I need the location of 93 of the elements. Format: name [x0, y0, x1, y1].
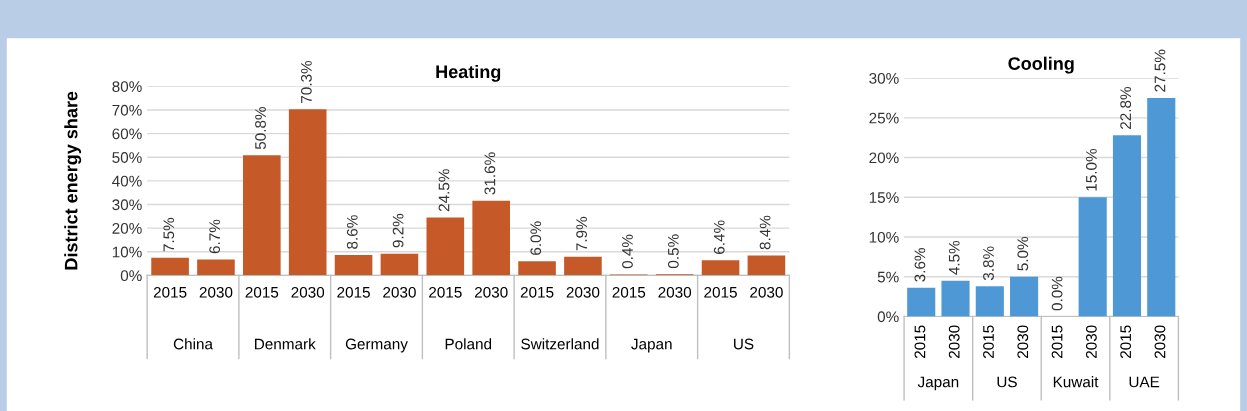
x-tick-label: 2015: [153, 286, 187, 298]
data-label: 4.5%: [948, 240, 960, 275]
y-tick-label: 5%: [877, 271, 899, 283]
text: US: [734, 338, 754, 350]
bar: [288, 109, 327, 276]
text: China: [173, 338, 213, 350]
text: Japan: [917, 376, 959, 391]
text: Germany: [345, 338, 408, 353]
y-tick-label: 30%: [869, 72, 899, 84]
y-tick-label: 60%: [112, 128, 142, 140]
y-tick-label: 30%: [112, 199, 142, 211]
x-tick-label: 2030: [291, 286, 325, 298]
x-tick-label: 2015: [429, 286, 462, 298]
x-tick-label: 2030: [750, 286, 783, 298]
x-tick-label: 2030: [1085, 325, 1097, 359]
text: Kuwait: [1053, 376, 1099, 388]
x-tick-label: 2015: [983, 325, 994, 359]
data-label: 3.8%: [983, 246, 994, 281]
x-tick-label: 2030: [566, 286, 600, 298]
data-label: 0.0%: [1051, 276, 1063, 311]
data-label: 27.5%: [1154, 49, 1166, 92]
text: US: [997, 376, 1017, 388]
bar: [197, 259, 235, 276]
y-axis-title: District energy share: [64, 91, 82, 270]
x-tick-label: 2030: [658, 286, 692, 298]
data-label: 6.7%: [209, 219, 221, 254]
data-label: 70.3%: [300, 60, 312, 103]
y-tick-label: 20%: [869, 152, 899, 164]
x-tick-label: 2030: [383, 286, 416, 298]
bar: [975, 286, 1004, 317]
x-tick-label: 2015: [914, 325, 926, 359]
y-tick-label: 15%: [869, 192, 899, 203]
text: Switzerland: [521, 338, 599, 350]
y-tick-label: 10%: [112, 246, 142, 258]
bar: [941, 280, 970, 317]
data-label: 50.8%: [255, 106, 266, 150]
x-tick-label: 2030: [1154, 325, 1166, 359]
y-tick-label: 10%: [869, 231, 899, 243]
data-label: 8.6%: [346, 215, 358, 249]
bar: [1112, 135, 1142, 317]
x-tick-label: 2030: [948, 325, 960, 359]
y-tick-label: 0%: [877, 311, 899, 323]
bar: [151, 257, 189, 276]
x-tick-label: 2015: [704, 286, 737, 298]
data-label: 22.8%: [1120, 86, 1132, 129]
bar: [426, 217, 465, 276]
x-tick-label: 2030: [199, 286, 233, 298]
y-tick-label: 20%: [112, 222, 142, 234]
bar: [243, 155, 281, 276]
data-label: 6.4%: [713, 220, 725, 254]
text: Denmark: [255, 338, 316, 350]
x-tick-label: 2015: [245, 286, 279, 298]
y-tick-label: 25%: [869, 112, 899, 124]
x-tick-label: 2030: [474, 286, 508, 298]
bar: [380, 253, 419, 276]
x-tick-label: 2015: [1120, 325, 1132, 359]
data-label: 6.0%: [530, 221, 542, 255]
data-label: 7.5%: [163, 217, 175, 252]
x-tick-label: 2030: [1017, 325, 1029, 359]
bar: [1078, 197, 1107, 317]
data-label: 8.4%: [759, 215, 771, 250]
x-tick-label: 2015: [1051, 325, 1063, 359]
data-label: 0.5%: [667, 234, 679, 269]
data-label: 9.2%: [392, 213, 404, 248]
text: Japan: [631, 338, 672, 353]
x-tick-label: 2015: [520, 286, 554, 298]
data-label: 0.4%: [622, 234, 633, 269]
text: Poland: [445, 338, 492, 350]
bar: [907, 287, 936, 317]
bar: [1010, 276, 1039, 317]
data-label: 24.5%: [438, 169, 450, 212]
text: UAE: [1129, 376, 1160, 388]
data-label: 31.6%: [484, 152, 496, 195]
chart-title: Heating: [436, 64, 501, 82]
y-tick-label: 80%: [112, 81, 142, 92]
y-tick-label: 70%: [112, 104, 142, 116]
data-label: 15.0%: [1085, 148, 1097, 191]
bar: [564, 256, 602, 276]
bar: [334, 255, 373, 276]
x-tick-label: 2015: [337, 286, 370, 298]
data-label: 3.6%: [914, 248, 926, 282]
bar: [1147, 97, 1176, 317]
bar: [518, 261, 556, 276]
chart-title: Cooling: [1008, 56, 1074, 74]
bar: [472, 200, 510, 276]
x-tick-label: 2015: [612, 286, 646, 298]
y-tick-label: 40%: [112, 175, 142, 187]
bar: [701, 260, 740, 276]
y-tick-label: 0%: [120, 270, 142, 282]
y-tick-label: 50%: [112, 152, 142, 163]
data-label: 5.0%: [1017, 236, 1029, 271]
data-label: 7.9%: [576, 216, 588, 251]
bar: [747, 255, 786, 276]
